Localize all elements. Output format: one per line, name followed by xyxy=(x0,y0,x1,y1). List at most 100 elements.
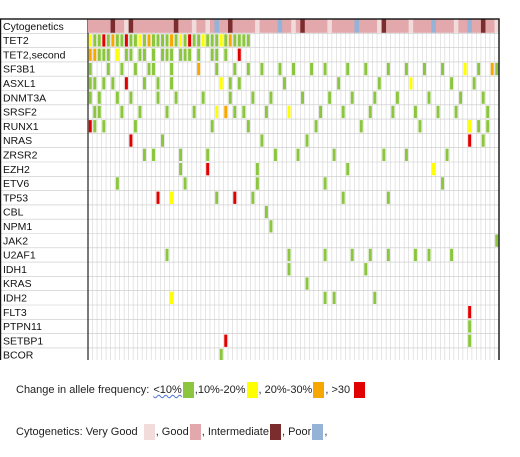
cytogenetics-cell xyxy=(449,19,455,33)
mutation-cell xyxy=(224,334,228,347)
mutation-cell xyxy=(197,62,201,76)
mutation-cell xyxy=(305,277,309,290)
cytogenetics-cell xyxy=(386,19,391,33)
mutation-cell xyxy=(364,62,368,76)
mutation-cell xyxy=(468,120,472,133)
mutation-cell xyxy=(124,48,128,61)
mutation-cell xyxy=(97,105,101,119)
mutation-cell xyxy=(341,105,345,119)
mutation-cell xyxy=(115,48,119,61)
row-label: FLT3 xyxy=(3,307,27,319)
cytogenetics-cell xyxy=(106,19,111,33)
mutation-cell xyxy=(264,205,268,219)
mutation-cell xyxy=(341,191,345,204)
mutation-cell xyxy=(120,105,124,119)
mutation-cell xyxy=(441,62,445,76)
mutation-cell xyxy=(219,77,223,90)
cytogenetics-cell xyxy=(458,19,464,33)
cytogenetics-cell xyxy=(92,19,98,33)
cyto-swatch-very-good xyxy=(143,424,155,440)
mutation-cell xyxy=(156,91,160,104)
mutation-cell xyxy=(161,34,165,47)
row-label: IDH1 xyxy=(3,264,27,276)
mutation-cell xyxy=(332,291,336,304)
mutation-cell xyxy=(179,34,183,47)
mutation-cell xyxy=(373,91,377,104)
mutation-cell xyxy=(206,34,210,47)
mutation-cell xyxy=(323,177,327,190)
mutation-cell xyxy=(151,148,155,161)
heatmap-border xyxy=(0,18,500,360)
mutation-cell xyxy=(93,120,97,133)
cytogenetics-cell xyxy=(381,19,387,33)
cytogenetics-cell xyxy=(214,19,220,33)
mutation-cell xyxy=(468,134,472,147)
mutation-cell xyxy=(287,263,291,276)
mutation-cell xyxy=(129,91,133,104)
mutation-cell xyxy=(468,334,472,347)
mutation-cell xyxy=(129,34,133,47)
mutation-cell xyxy=(246,34,250,47)
mutation-cell xyxy=(129,48,133,61)
mutation-cell xyxy=(151,62,155,76)
mutation-cell xyxy=(468,320,472,333)
mutation-cell xyxy=(228,77,232,90)
mutation-cell xyxy=(422,62,426,76)
mutation-cell xyxy=(242,34,246,47)
mutation-cell xyxy=(486,105,490,119)
mutation-cell xyxy=(305,134,309,147)
cyto-legend-label-4: , Poor xyxy=(281,426,312,438)
cytogenetics-cell xyxy=(124,19,129,33)
af-swatch-10-20 xyxy=(246,382,258,398)
af-legend-label-4: , >30 xyxy=(325,384,351,396)
af-swatch-20-30 xyxy=(313,382,325,398)
cytogenetics-cell xyxy=(291,19,297,33)
mutation-cell xyxy=(183,177,187,190)
mutation-cell xyxy=(201,91,205,104)
cytogenetics-cell xyxy=(417,19,423,33)
cytogenetics-cell xyxy=(286,19,292,33)
mutation-cell xyxy=(468,306,472,319)
mutation-cell xyxy=(495,234,499,247)
mutation-cell xyxy=(251,91,255,104)
mutation-cell xyxy=(481,91,485,104)
row-label: SETBP1 xyxy=(3,335,43,347)
mutation-cell xyxy=(210,48,214,61)
mutation-cell xyxy=(409,77,413,90)
mutation-cell xyxy=(170,291,174,304)
mutation-cell xyxy=(129,134,133,147)
af-legend-label-1: <10% xyxy=(153,384,182,396)
af-legend-title: Change in allele frequency: xyxy=(16,384,150,396)
cytogenetics-cell xyxy=(282,19,288,33)
mutation-cell xyxy=(215,62,219,76)
mutation-cell xyxy=(215,191,219,204)
mutation-cell xyxy=(183,34,187,47)
mutation-cell xyxy=(156,34,160,47)
mutation-cell xyxy=(269,91,273,104)
cytogenetics-cell xyxy=(476,19,482,33)
cytogenetics-cell xyxy=(133,19,138,33)
mutation-cell xyxy=(328,91,332,104)
cytogenetics-cell xyxy=(232,19,238,33)
mutation-cell xyxy=(115,91,119,104)
mutation-cell xyxy=(133,62,137,76)
mutation-cell xyxy=(373,291,377,304)
mutation-cell xyxy=(215,34,219,47)
mutation-cell xyxy=(386,248,390,262)
mutation-cell xyxy=(233,62,237,76)
mutation-cell xyxy=(97,91,101,104)
mutation-cell xyxy=(332,148,336,161)
cytogenetics-cell xyxy=(467,19,473,33)
cytogenetics-cell xyxy=(250,19,256,33)
cytogenetics-cell xyxy=(462,19,468,33)
mutation-cell xyxy=(120,62,124,76)
mutation-cell xyxy=(228,91,232,104)
cytogenetics-cell xyxy=(395,19,400,33)
mutation-cell xyxy=(264,105,268,119)
mutation-cell xyxy=(142,48,146,61)
mutation-cell xyxy=(210,34,214,47)
cyto-swatch-poor xyxy=(312,424,324,440)
mutation-cell xyxy=(490,62,494,76)
mutation-cell xyxy=(278,62,282,76)
cytogenetics-cell xyxy=(345,19,351,33)
